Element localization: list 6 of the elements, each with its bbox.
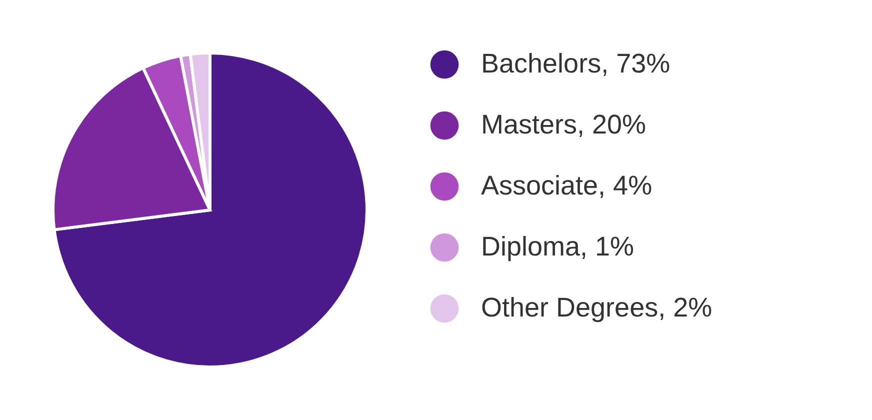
legend-label: Bachelors, 73% bbox=[481, 48, 670, 78]
legend-label: Associate, 4% bbox=[481, 170, 652, 200]
legend-label: Other Degrees, 2% bbox=[481, 292, 712, 322]
legend-label: Diploma, 1% bbox=[481, 232, 634, 262]
pie-slice bbox=[52, 52, 368, 368]
legend-label: Masters, 20% bbox=[481, 110, 646, 140]
